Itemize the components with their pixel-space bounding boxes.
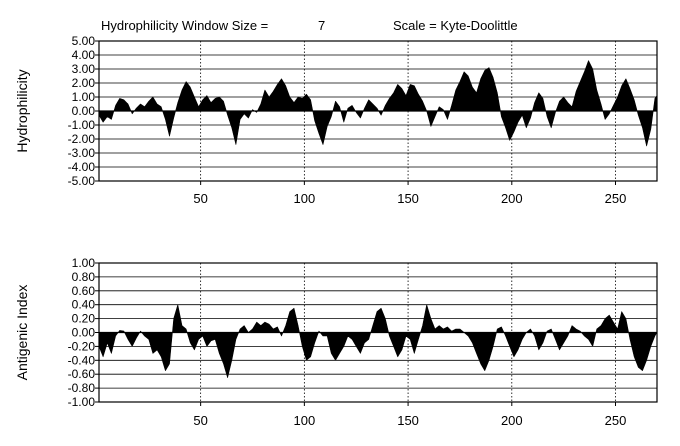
antigenic-index-y-tick-label: 0.40 bbox=[72, 298, 96, 312]
hydrophilicity-y-tick-label: 5.00 bbox=[72, 34, 96, 48]
antigenic-index-y-axis-label: Antigenic Index bbox=[14, 285, 30, 381]
hydrophilicity-x-tick-label: 150 bbox=[397, 191, 419, 206]
hydrophilicity-y-tick-label: -5.00 bbox=[68, 174, 96, 188]
hydrophilicity-y-tick-label: 1.00 bbox=[72, 90, 96, 104]
hydrophilicity-y-tick-label: 0.00 bbox=[72, 104, 96, 118]
hydrophilicity-y-tick-label: 2.00 bbox=[72, 76, 96, 90]
antigenic-index-y-tick-label: 1.00 bbox=[72, 256, 96, 270]
hydrophilicity-y-tick-label: 3.00 bbox=[72, 62, 96, 76]
scale-label: Scale = Kyte-Doolittle bbox=[393, 18, 518, 33]
hydrophilicity-x-tick-label: 50 bbox=[193, 191, 207, 206]
hydrophilicity-x-tick-label: 200 bbox=[501, 191, 523, 206]
antigenic-index-profile-area bbox=[98, 304, 658, 378]
window-size-value: 7 bbox=[318, 18, 325, 33]
antigenic-index-y-tick-label: -0.80 bbox=[68, 381, 96, 395]
antigenic-index-y-tick-label: 0.20 bbox=[72, 312, 96, 326]
antigenic-index-x-tick-label: 100 bbox=[294, 413, 316, 428]
antigenic-index-y-tick-label: 0.00 bbox=[72, 326, 96, 340]
antigenic-index-x-tick-label: 150 bbox=[397, 413, 419, 428]
hydrophilicity-y-tick-label: -1.00 bbox=[68, 118, 96, 132]
hydrophilicity-y-axis-label: Hydrophilicity bbox=[14, 69, 30, 152]
hydrophilicity-y-tick-label: -2.00 bbox=[68, 132, 96, 146]
hydrophilicity-y-tick-label: 4.00 bbox=[72, 48, 96, 62]
antigenic-index-y-tick-label: -0.60 bbox=[68, 367, 96, 381]
hydrophilicity-profile-area bbox=[98, 60, 658, 147]
antigenic-index-y-tick-label: -1.00 bbox=[68, 395, 96, 409]
hydrophilicity-x-tick-label: 100 bbox=[294, 191, 316, 206]
antigenic-index-y-tick-label: 0.60 bbox=[72, 284, 96, 298]
antigenic-index-y-tick-label: -0.20 bbox=[68, 339, 96, 353]
hydrophilicity-y-tick-label: -4.00 bbox=[68, 160, 96, 174]
antigenic-index-x-tick-label: 50 bbox=[193, 413, 207, 428]
window-size-label: Hydrophilicity Window Size = bbox=[101, 18, 268, 33]
antigenic-index-plot-frame bbox=[98, 262, 658, 403]
hydrophilicity-panel: 5.004.003.002.001.000.00-1.00-2.00-3.00-… bbox=[14, 34, 658, 206]
antigenic-index-panel: 1.000.800.600.400.200.00-0.20-0.40-0.60-… bbox=[14, 256, 658, 428]
antigenic-index-x-tick-label: 200 bbox=[501, 413, 523, 428]
antigenic-index-x-tick-label: 250 bbox=[605, 413, 627, 428]
hydrophilicity-y-tick-label: -3.00 bbox=[68, 146, 96, 160]
hydrophilicity-x-tick-label: 250 bbox=[605, 191, 627, 206]
hydrophilicity-plot-frame bbox=[98, 40, 658, 182]
antigenic-index-y-tick-label: 0.80 bbox=[72, 270, 96, 284]
antigenic-index-y-tick-label: -0.40 bbox=[68, 353, 96, 367]
